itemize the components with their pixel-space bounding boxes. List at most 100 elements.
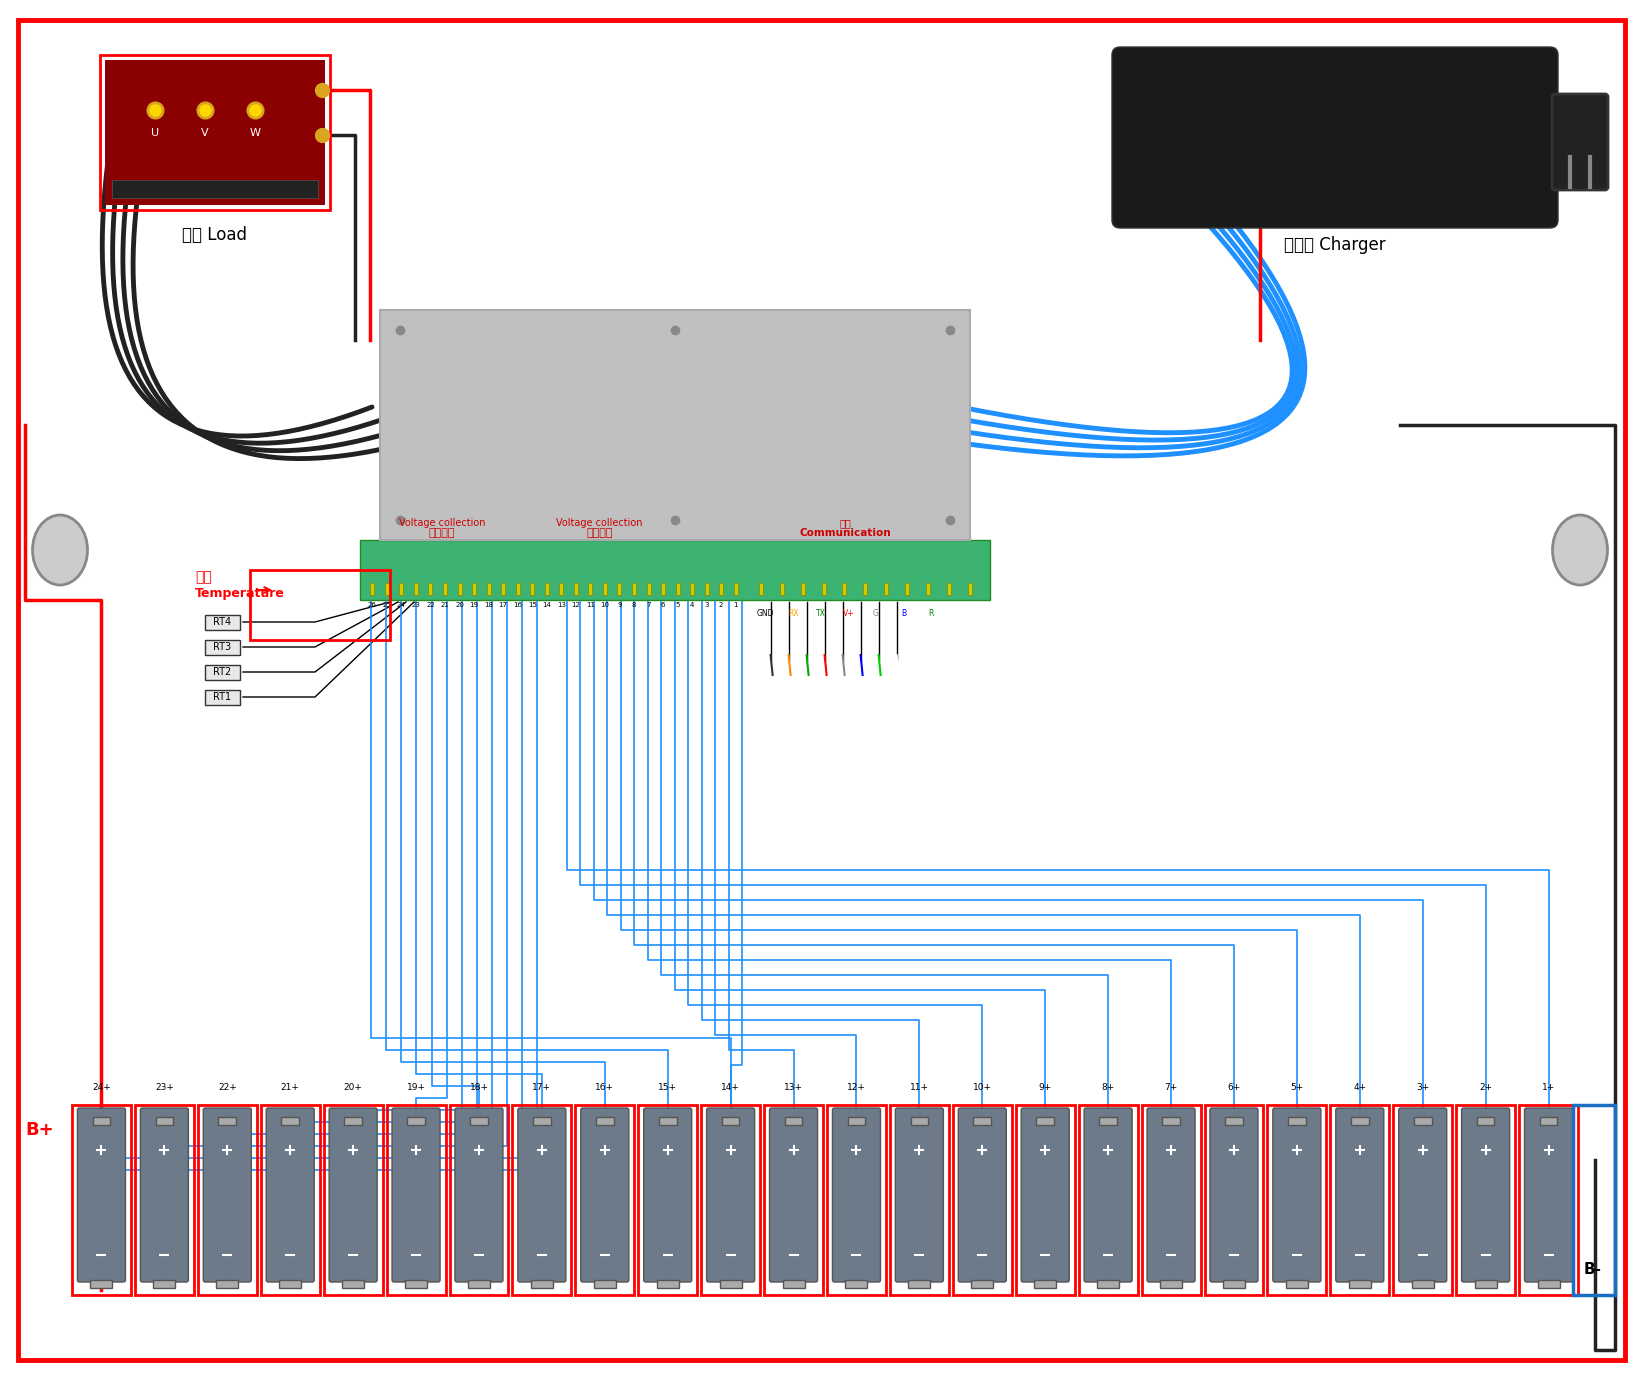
Text: 电压采集: 电压采集 xyxy=(429,528,455,537)
Text: 10+: 10+ xyxy=(973,1083,992,1091)
FancyBboxPatch shape xyxy=(633,583,636,596)
Text: B-: B- xyxy=(1584,1263,1602,1277)
FancyBboxPatch shape xyxy=(971,1280,994,1288)
FancyBboxPatch shape xyxy=(1477,1116,1495,1125)
Text: 电压采集: 电压采集 xyxy=(587,528,613,537)
FancyBboxPatch shape xyxy=(370,583,375,596)
Text: 11+: 11+ xyxy=(910,1083,928,1091)
FancyBboxPatch shape xyxy=(105,60,325,205)
Text: 3+: 3+ xyxy=(1416,1083,1429,1091)
FancyBboxPatch shape xyxy=(279,1280,301,1288)
FancyBboxPatch shape xyxy=(1351,1116,1369,1125)
Text: 15: 15 xyxy=(527,602,537,608)
Text: 18: 18 xyxy=(485,602,493,608)
FancyBboxPatch shape xyxy=(399,583,403,596)
Text: 9+: 9+ xyxy=(1038,1083,1052,1091)
FancyBboxPatch shape xyxy=(884,583,889,596)
Text: 23: 23 xyxy=(411,602,421,608)
Text: 2+: 2+ xyxy=(1479,1083,1492,1091)
FancyBboxPatch shape xyxy=(1462,1108,1510,1283)
Text: 8: 8 xyxy=(631,602,636,608)
Text: 17+: 17+ xyxy=(532,1083,552,1091)
Text: 21+: 21+ xyxy=(281,1083,299,1091)
Text: B+: B+ xyxy=(26,1120,54,1138)
FancyBboxPatch shape xyxy=(910,1116,928,1125)
FancyBboxPatch shape xyxy=(720,583,723,596)
FancyBboxPatch shape xyxy=(588,583,593,596)
Text: U: U xyxy=(151,127,159,138)
FancyBboxPatch shape xyxy=(360,540,991,600)
FancyBboxPatch shape xyxy=(1160,1280,1181,1288)
FancyBboxPatch shape xyxy=(659,1116,677,1125)
FancyBboxPatch shape xyxy=(156,1116,173,1125)
Text: RT3: RT3 xyxy=(214,643,232,652)
Text: CAN: CAN xyxy=(950,609,966,618)
FancyBboxPatch shape xyxy=(848,1116,866,1125)
FancyBboxPatch shape xyxy=(1121,55,1549,220)
Text: 19+: 19+ xyxy=(406,1083,426,1091)
FancyBboxPatch shape xyxy=(1525,1108,1572,1283)
Text: 22+: 22+ xyxy=(219,1083,237,1091)
FancyBboxPatch shape xyxy=(112,180,319,198)
FancyBboxPatch shape xyxy=(90,1280,112,1288)
FancyBboxPatch shape xyxy=(822,583,825,596)
Text: R: R xyxy=(928,609,933,618)
FancyBboxPatch shape xyxy=(644,1108,692,1283)
FancyBboxPatch shape xyxy=(580,1108,629,1283)
FancyBboxPatch shape xyxy=(486,583,491,596)
Text: 16: 16 xyxy=(513,602,522,608)
FancyBboxPatch shape xyxy=(516,583,519,596)
FancyBboxPatch shape xyxy=(1415,1116,1431,1125)
Text: 22: 22 xyxy=(426,602,435,608)
Text: Communication: Communication xyxy=(798,528,891,537)
FancyBboxPatch shape xyxy=(1147,1108,1194,1283)
Text: B: B xyxy=(900,609,905,618)
FancyBboxPatch shape xyxy=(646,583,651,596)
FancyBboxPatch shape xyxy=(846,1280,868,1288)
FancyBboxPatch shape xyxy=(1162,1116,1180,1125)
Text: 12: 12 xyxy=(572,602,580,608)
FancyBboxPatch shape xyxy=(618,583,621,596)
FancyBboxPatch shape xyxy=(380,310,969,540)
FancyBboxPatch shape xyxy=(660,583,665,596)
FancyBboxPatch shape xyxy=(384,583,389,596)
FancyBboxPatch shape xyxy=(782,1280,805,1288)
FancyBboxPatch shape xyxy=(1411,1280,1434,1288)
Text: 11: 11 xyxy=(587,602,595,608)
FancyBboxPatch shape xyxy=(1539,1116,1558,1125)
Text: V+: V+ xyxy=(843,609,854,618)
Text: 20: 20 xyxy=(455,602,463,608)
FancyBboxPatch shape xyxy=(219,1116,237,1125)
FancyBboxPatch shape xyxy=(329,1108,378,1283)
FancyBboxPatch shape xyxy=(406,1280,427,1288)
Text: 1+: 1+ xyxy=(1541,1083,1556,1091)
FancyBboxPatch shape xyxy=(780,583,784,596)
FancyBboxPatch shape xyxy=(205,665,240,680)
Text: 20+: 20+ xyxy=(343,1083,363,1091)
Text: 23+: 23+ xyxy=(154,1083,174,1091)
FancyBboxPatch shape xyxy=(1099,1116,1117,1125)
FancyBboxPatch shape xyxy=(1553,94,1608,190)
FancyBboxPatch shape xyxy=(905,583,909,596)
FancyBboxPatch shape xyxy=(721,1116,739,1125)
FancyBboxPatch shape xyxy=(455,1108,503,1283)
FancyBboxPatch shape xyxy=(1398,1108,1447,1283)
Ellipse shape xyxy=(33,515,87,584)
FancyBboxPatch shape xyxy=(204,1108,251,1283)
Text: 5+: 5+ xyxy=(1290,1083,1303,1091)
FancyBboxPatch shape xyxy=(1475,1280,1497,1288)
FancyBboxPatch shape xyxy=(596,1116,613,1125)
Text: 温度: 温度 xyxy=(196,571,212,584)
FancyBboxPatch shape xyxy=(444,583,447,596)
FancyBboxPatch shape xyxy=(1112,47,1558,229)
FancyBboxPatch shape xyxy=(734,583,738,596)
Text: 19: 19 xyxy=(470,602,478,608)
FancyBboxPatch shape xyxy=(690,583,693,596)
FancyBboxPatch shape xyxy=(833,1108,881,1283)
FancyBboxPatch shape xyxy=(407,1116,426,1125)
Text: 14: 14 xyxy=(542,602,550,608)
FancyBboxPatch shape xyxy=(573,583,578,596)
FancyBboxPatch shape xyxy=(1286,1280,1308,1288)
FancyBboxPatch shape xyxy=(545,583,549,596)
FancyBboxPatch shape xyxy=(1022,1108,1070,1283)
